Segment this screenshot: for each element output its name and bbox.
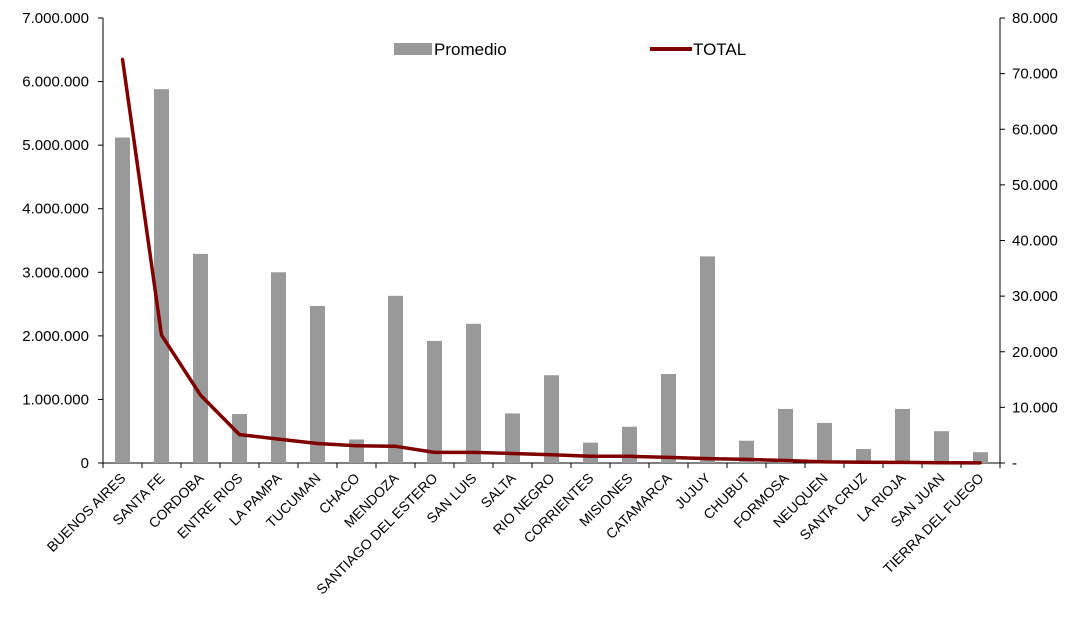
bar-series	[115, 89, 988, 463]
bar-entre-rios	[232, 414, 247, 463]
bar-chubut	[739, 440, 754, 463]
total-point-la-pampa	[277, 437, 280, 441]
line-series	[120, 57, 982, 465]
y-left-tick-label: 4.000.000	[22, 201, 89, 218]
y-right-tick-label: 30.000	[1012, 288, 1058, 305]
total-point-tucuman	[316, 442, 319, 446]
bar-salta	[505, 413, 520, 463]
legend-promedio-swatch	[394, 43, 432, 55]
bar-cordoba	[193, 253, 208, 463]
y-right-tick-label: 40.000	[1012, 233, 1058, 250]
bar-santiago-del-estero	[427, 340, 442, 463]
bar-la-rioja	[895, 408, 910, 463]
y-right-tick-label: 80.000	[1012, 10, 1058, 27]
total-point-chaco	[355, 444, 358, 448]
bar-corrientes	[583, 442, 598, 463]
bar-jujuy	[700, 256, 715, 463]
y-right-tick-label: 50.000	[1012, 177, 1058, 194]
total-point-mendoza	[394, 444, 397, 448]
bar-chaco	[349, 439, 364, 463]
bar-tierra-del-fuego	[973, 452, 988, 463]
bar-san-juan	[934, 431, 949, 463]
bar-santa-fe	[154, 89, 169, 463]
bar-rio-negro	[544, 375, 559, 463]
y-left-tick-label: 0	[81, 455, 89, 472]
total-point-la-rioja	[901, 460, 904, 464]
bar-catamarca	[661, 374, 676, 463]
total-point-san-luis	[472, 450, 475, 454]
y-right-tick-label: 20.000	[1012, 344, 1058, 361]
legend-total-label: TOTAL	[693, 40, 746, 59]
legend: Promedio TOTAL	[394, 40, 746, 59]
bar-la-pampa	[271, 272, 286, 463]
total-point-chubut	[745, 457, 748, 461]
total-point-santa-fe	[160, 333, 163, 337]
total-point-corrientes	[589, 454, 592, 458]
total-point-san-juan	[940, 461, 943, 465]
legend-promedio-label: Promedio	[434, 40, 507, 59]
y-right-tick-label: 70.000	[1012, 66, 1058, 83]
y-right-tick-label: 10.000	[1012, 399, 1058, 416]
total-point-catamarca	[667, 455, 670, 459]
bar-formosa	[778, 408, 793, 463]
total-point-entre-rios	[238, 433, 241, 437]
y-left-tick-label: 5.000.000	[22, 137, 89, 154]
total-point-buenos-aires	[121, 57, 124, 61]
bar-mendoza	[388, 295, 403, 463]
total-point-santiago-del-estero	[433, 450, 436, 454]
y-right-tick-label: 60.000	[1012, 121, 1058, 138]
total-point-salta	[511, 452, 514, 456]
y-right-tick-label: -	[1012, 455, 1017, 472]
total-point-neuquen	[823, 460, 826, 464]
total-point-tierra-del-fuego	[979, 461, 982, 465]
y-left-tick-label: 1.000.000	[22, 391, 89, 408]
total-point-santa-cruz	[862, 460, 865, 464]
total-point-formosa	[784, 458, 787, 462]
total-point-cordoba	[199, 393, 202, 397]
bar-misiones	[622, 426, 637, 463]
bar-santa-cruz	[856, 449, 871, 463]
y-left-tick-label: 6.000.000	[22, 74, 89, 91]
y-left-tick-label: 3.000.000	[22, 264, 89, 281]
total-point-jujuy	[706, 457, 709, 461]
total-point-misiones	[628, 454, 631, 458]
axes: 0 1.000.000 2.000.000 3.000.000 4.000.000 5.0…	[22, 10, 1058, 472]
total-point-rio-negro	[550, 453, 553, 457]
y-left-tick-label: 2.000.000	[22, 328, 89, 345]
bar-san-luis	[466, 323, 481, 463]
y-left-tick-label: 7.000.000	[22, 10, 89, 27]
bar-neuquen	[817, 422, 832, 463]
bar-tucuman	[310, 305, 325, 463]
bar-buenos-aires	[115, 137, 130, 463]
